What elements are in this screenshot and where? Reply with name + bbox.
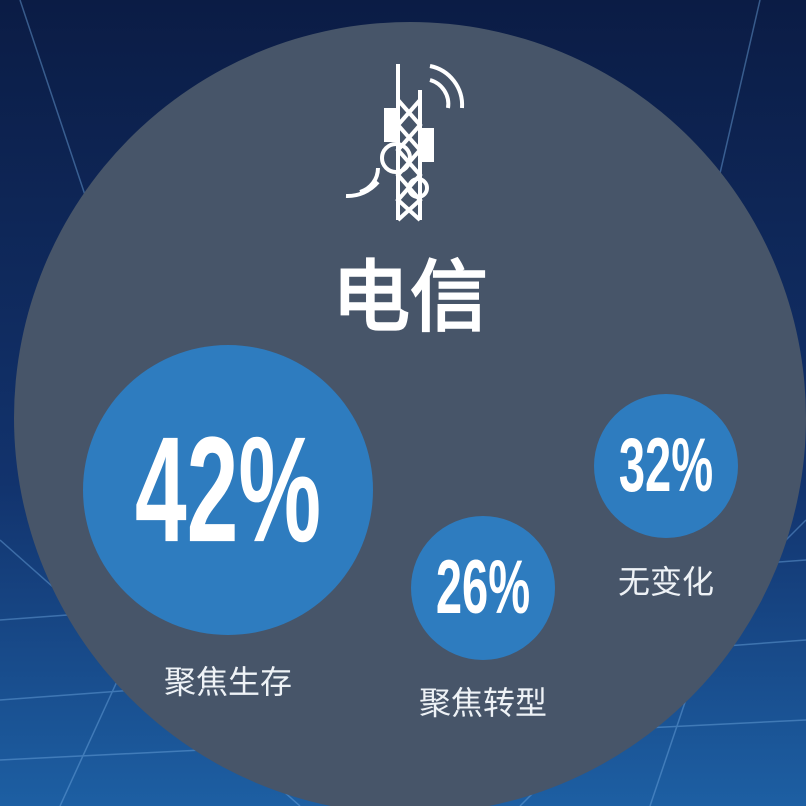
- title: 电信: [332, 253, 488, 343]
- bubble-label: 聚焦转型: [419, 684, 547, 722]
- bubble: [83, 345, 373, 635]
- percent-group: 26%: [436, 546, 530, 630]
- percent-group: 42%: [135, 406, 321, 573]
- percent: 42%: [135, 406, 321, 573]
- bubble: [594, 394, 738, 538]
- bubble: [411, 516, 555, 660]
- percent: 26%: [436, 546, 530, 630]
- percent: 32%: [619, 424, 713, 508]
- bubble-label: 无变化: [618, 563, 714, 601]
- tower-icon: [345, 64, 465, 222]
- percent-group: 32%: [619, 424, 713, 508]
- bubble-label: 聚焦生存: [164, 663, 292, 701]
